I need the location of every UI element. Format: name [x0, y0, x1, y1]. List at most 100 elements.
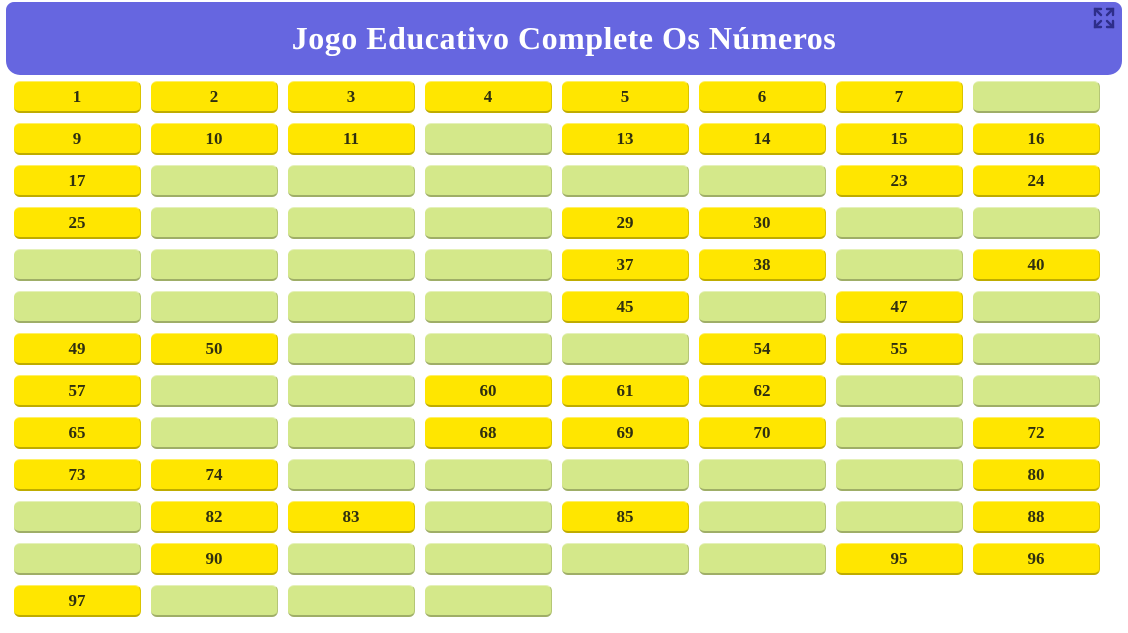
number-cell-filled: 57	[14, 375, 141, 407]
number-cell-empty[interactable]	[288, 459, 415, 491]
number-cell-empty[interactable]	[562, 459, 689, 491]
number-cell-filled: 9	[14, 123, 141, 155]
page-title: Jogo Educativo Complete Os Números	[16, 20, 1112, 57]
number-cell-filled: 45	[562, 291, 689, 323]
number-cell-empty[interactable]	[425, 543, 552, 575]
number-cell-filled: 97	[14, 585, 141, 617]
number-cell-filled: 61	[562, 375, 689, 407]
number-cell-filled: 38	[699, 249, 826, 281]
number-cell-filled: 2	[151, 81, 278, 113]
number-cell-filled: 70	[699, 417, 826, 449]
number-cell-empty[interactable]	[562, 333, 689, 365]
number-cell-empty[interactable]	[288, 375, 415, 407]
number-cell-empty[interactable]	[562, 165, 689, 197]
number-cell-filled: 30	[699, 207, 826, 239]
number-cell-filled: 13	[562, 123, 689, 155]
number-cell-filled: 65	[14, 417, 141, 449]
number-cell-empty[interactable]	[288, 249, 415, 281]
number-cell-empty[interactable]	[699, 165, 826, 197]
number-cell-filled: 49	[14, 333, 141, 365]
number-cell-empty[interactable]	[288, 165, 415, 197]
number-cell-filled: 73	[14, 459, 141, 491]
number-cell-empty[interactable]	[14, 291, 141, 323]
number-cell-empty[interactable]	[973, 333, 1100, 365]
number-cell-filled: 23	[836, 165, 963, 197]
number-cell-filled: 5	[562, 81, 689, 113]
number-cell-filled: 69	[562, 417, 689, 449]
number-cell-filled: 10	[151, 123, 278, 155]
number-cell-filled: 16	[973, 123, 1100, 155]
number-cell-filled: 80	[973, 459, 1100, 491]
number-cell-filled: 74	[151, 459, 278, 491]
number-cell-filled: 96	[973, 543, 1100, 575]
number-cell-empty[interactable]	[14, 249, 141, 281]
number-cell-filled: 50	[151, 333, 278, 365]
number-cell-filled: 3	[288, 81, 415, 113]
number-cell-empty[interactable]	[288, 291, 415, 323]
number-cell-filled: 47	[836, 291, 963, 323]
number-cell-empty[interactable]	[288, 585, 415, 617]
number-cell-empty[interactable]	[973, 375, 1100, 407]
number-cell-empty[interactable]	[425, 165, 552, 197]
number-grid: 1234567910111314151617232425293037384045…	[0, 81, 1128, 617]
number-cell-empty[interactable]	[14, 501, 141, 533]
number-cell-empty[interactable]	[151, 207, 278, 239]
number-cell-empty[interactable]	[836, 249, 963, 281]
number-cell-empty[interactable]	[288, 543, 415, 575]
number-cell-empty[interactable]	[425, 333, 552, 365]
number-cell-empty[interactable]	[151, 417, 278, 449]
number-cell-filled: 82	[151, 501, 278, 533]
number-cell-filled: 17	[14, 165, 141, 197]
number-cell-filled: 55	[836, 333, 963, 365]
number-cell-empty[interactable]	[425, 459, 552, 491]
number-cell-empty[interactable]	[425, 585, 552, 617]
number-cell-empty[interactable]	[425, 123, 552, 155]
number-cell-filled: 90	[151, 543, 278, 575]
number-cell-empty[interactable]	[699, 291, 826, 323]
number-cell-filled: 11	[288, 123, 415, 155]
number-cell-filled: 25	[14, 207, 141, 239]
number-cell-filled: 40	[973, 249, 1100, 281]
number-cell-empty[interactable]	[836, 501, 963, 533]
number-cell-empty[interactable]	[836, 375, 963, 407]
number-cell-empty[interactable]	[973, 81, 1100, 113]
number-cell-filled: 7	[836, 81, 963, 113]
number-cell-filled: 88	[973, 501, 1100, 533]
number-cell-filled: 37	[562, 249, 689, 281]
number-cell-empty[interactable]	[288, 417, 415, 449]
number-cell-empty[interactable]	[151, 375, 278, 407]
number-cell-filled: 60	[425, 375, 552, 407]
number-cell-empty[interactable]	[14, 543, 141, 575]
number-cell-filled: 29	[562, 207, 689, 239]
number-cell-empty[interactable]	[699, 543, 826, 575]
number-cell-filled: 85	[562, 501, 689, 533]
number-cell-filled: 62	[699, 375, 826, 407]
number-cell-filled: 15	[836, 123, 963, 155]
number-cell-empty[interactable]	[836, 207, 963, 239]
number-cell-empty[interactable]	[288, 207, 415, 239]
number-cell-empty[interactable]	[699, 501, 826, 533]
number-cell-empty[interactable]	[425, 207, 552, 239]
number-cell-empty[interactable]	[562, 543, 689, 575]
number-cell-empty[interactable]	[151, 585, 278, 617]
number-cell-empty[interactable]	[151, 165, 278, 197]
number-cell-empty[interactable]	[836, 459, 963, 491]
number-cell-empty[interactable]	[425, 501, 552, 533]
number-cell-filled: 68	[425, 417, 552, 449]
number-cell-empty[interactable]	[973, 207, 1100, 239]
number-cell-filled: 95	[836, 543, 963, 575]
number-cell-filled: 1	[14, 81, 141, 113]
number-cell-filled: 83	[288, 501, 415, 533]
number-cell-empty[interactable]	[288, 333, 415, 365]
number-cell-filled: 54	[699, 333, 826, 365]
number-cell-empty[interactable]	[425, 291, 552, 323]
number-cell-filled: 4	[425, 81, 552, 113]
number-cell-empty[interactable]	[151, 249, 278, 281]
number-cell-empty[interactable]	[836, 417, 963, 449]
fullscreen-icon[interactable]	[1092, 6, 1116, 30]
number-cell-filled: 24	[973, 165, 1100, 197]
number-cell-empty[interactable]	[699, 459, 826, 491]
number-cell-empty[interactable]	[425, 249, 552, 281]
number-cell-empty[interactable]	[973, 291, 1100, 323]
number-cell-empty[interactable]	[151, 291, 278, 323]
